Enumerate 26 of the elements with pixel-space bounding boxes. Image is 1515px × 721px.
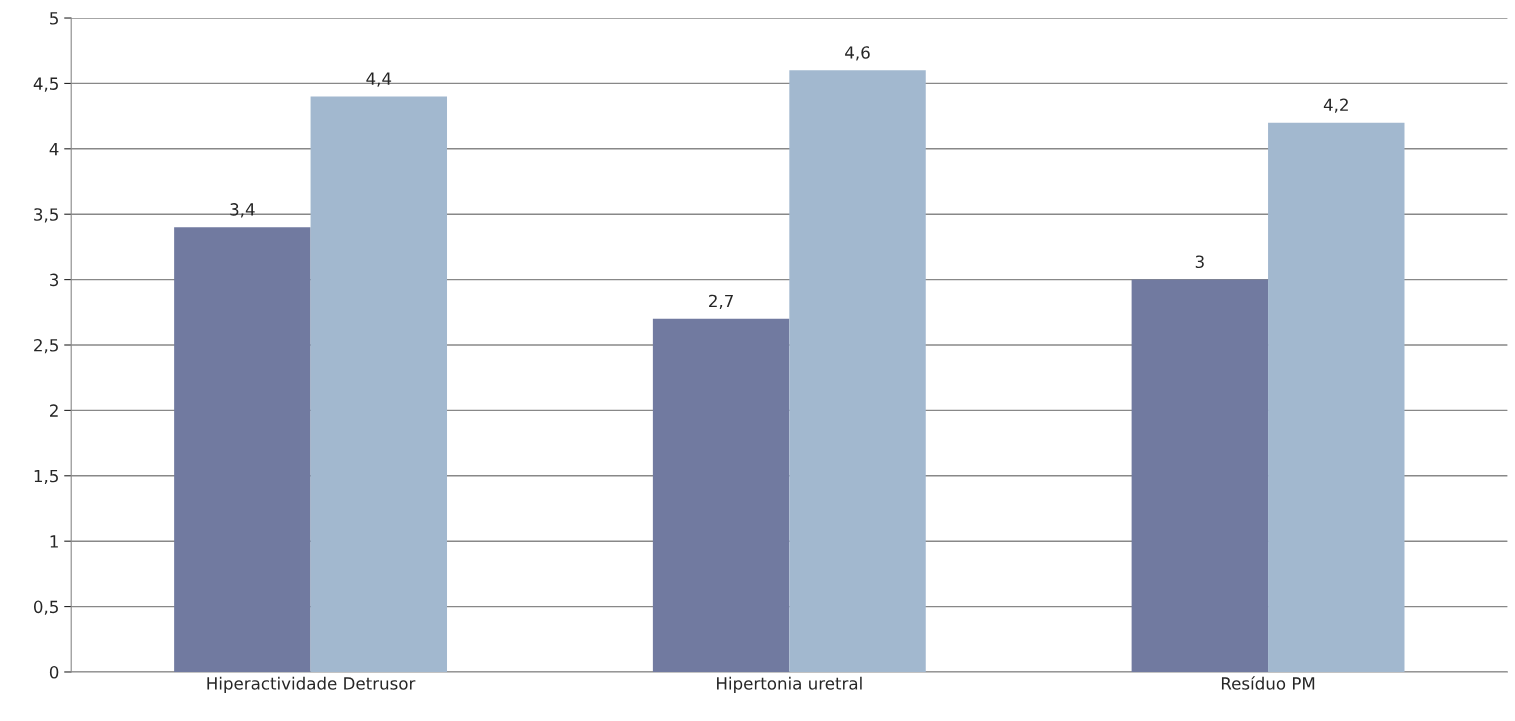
y-tick-label: 1 bbox=[50, 535, 58, 548]
y-tick-label: 5 bbox=[50, 12, 58, 25]
y-tick-label: 2,5 bbox=[34, 338, 58, 354]
data-label: 4,4 bbox=[366, 72, 392, 87]
y-tick-label: 2 bbox=[50, 404, 58, 417]
bar bbox=[174, 227, 311, 672]
data-label: 3,4 bbox=[230, 203, 255, 218]
bar bbox=[789, 70, 926, 672]
y-tick-label: 3 bbox=[50, 273, 59, 287]
data-label: 2,7 bbox=[709, 294, 733, 309]
bar bbox=[652, 318, 790, 672]
data-label: 4,6 bbox=[845, 46, 870, 61]
y-tick-label: 3,5 bbox=[34, 208, 58, 223]
y-tick-label: 1,5 bbox=[34, 469, 58, 485]
bar bbox=[1131, 279, 1269, 672]
x-tick-label: Hiperactividade Detrusor bbox=[207, 676, 416, 693]
x-tick-label: Hipertonia uretral bbox=[717, 676, 862, 693]
bar bbox=[310, 96, 448, 672]
y-tick-label: 4 bbox=[49, 143, 59, 156]
bar bbox=[1268, 122, 1405, 672]
y-tick-label: 0,5 bbox=[33, 600, 58, 615]
data-label: 4,2 bbox=[1323, 98, 1348, 113]
x-tick-label: Resíduo PM bbox=[1221, 676, 1315, 690]
y-tick-label: 0 bbox=[49, 665, 59, 679]
y-tick-label: 4,5 bbox=[33, 77, 58, 92]
data-label: 3 bbox=[1195, 255, 1204, 269]
